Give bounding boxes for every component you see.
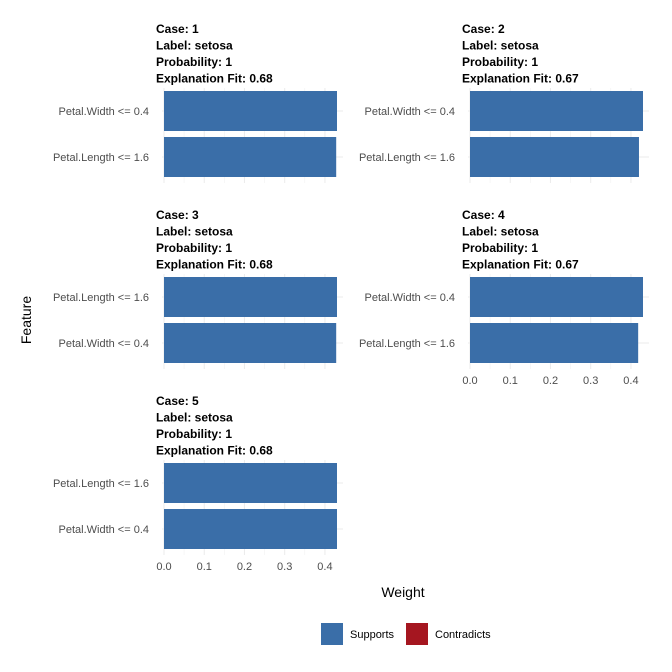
- facet-title-line: Case: 1: [156, 22, 199, 36]
- facet-title-line: Case: 2: [462, 22, 505, 36]
- x-tick-label: 0.0: [156, 561, 171, 573]
- bar: [164, 323, 337, 363]
- legend-swatch: [321, 623, 343, 645]
- x-tick-label: 0.3: [277, 561, 292, 573]
- facet-title-line: Explanation Fit: 0.67: [462, 72, 579, 86]
- facet-title-line: Label: setosa: [156, 411, 233, 425]
- bar: [164, 509, 337, 549]
- y-tick-label: Petal.Length <= 1.6: [53, 152, 149, 164]
- facet-title-line: Label: setosa: [462, 39, 539, 53]
- facet-title-line: Probability: 1: [156, 55, 232, 69]
- facet-title-line: Probability: 1: [156, 241, 232, 255]
- x-axis-title: Weight: [381, 584, 424, 600]
- facet-title-line: Explanation Fit: 0.68: [156, 258, 273, 272]
- y-axis-title: Feature: [18, 296, 34, 344]
- facet-panel: Case: 4 Label: setosa Probability: 1 Explan…: [359, 208, 649, 387]
- facet-panel: Case: 5 Label: setosa Probability: 1 Explan…: [53, 394, 343, 573]
- y-tick-label: Petal.Length <= 1.6: [359, 338, 455, 350]
- x-tick-label: 0.3: [583, 375, 598, 387]
- facet-panel: Case: 3 Label: setosa Probability: 1 Explan…: [53, 208, 343, 369]
- facet-title-line: Label: setosa: [156, 39, 233, 53]
- x-tick-label: 0.4: [623, 375, 638, 387]
- y-tick-label: Petal.Width <= 0.4: [365, 106, 456, 118]
- facet-panels: Case: 1 Label: setosa Probability: 1 Explan…: [53, 22, 649, 573]
- y-tick-label: Petal.Length <= 1.6: [359, 152, 455, 164]
- y-tick-label: Petal.Width <= 0.4: [59, 524, 150, 536]
- facet-title-line: Explanation Fit: 0.68: [156, 444, 273, 458]
- x-tick-label: 0.1: [503, 375, 518, 387]
- facet-title-line: Label: setosa: [156, 225, 233, 239]
- x-tick-label: 0.1: [197, 561, 212, 573]
- facet-title-line: Case: 5: [156, 394, 199, 408]
- facet-title-line: Label: setosa: [462, 225, 539, 239]
- x-tick-label: 0.2: [543, 375, 558, 387]
- facet-title-line: Explanation Fit: 0.67: [462, 258, 579, 272]
- legend: Supports Contradicts: [321, 623, 491, 645]
- bar: [164, 277, 337, 317]
- x-tick-label: 0.4: [317, 561, 332, 573]
- legend-label: Contradicts: [435, 629, 491, 641]
- facet-title-line: Probability: 1: [462, 55, 538, 69]
- bar: [164, 91, 337, 131]
- facet-panel: Case: 1 Label: setosa Probability: 1 Explan…: [53, 22, 343, 183]
- legend-swatch: [406, 623, 428, 645]
- y-tick-label: Petal.Width <= 0.4: [365, 292, 456, 304]
- bar: [470, 91, 643, 131]
- y-tick-label: Petal.Width <= 0.4: [59, 338, 150, 350]
- facet-title-line: Probability: 1: [462, 241, 538, 255]
- bar: [470, 323, 639, 363]
- facet-title-line: Case: 3: [156, 208, 199, 222]
- facet-title-line: Probability: 1: [156, 427, 232, 441]
- bar: [164, 137, 337, 177]
- y-tick-label: Petal.Width <= 0.4: [59, 106, 150, 118]
- x-tick-label: 0.0: [462, 375, 477, 387]
- facet-title-line: Explanation Fit: 0.68: [156, 72, 273, 86]
- facet-panel: Case: 2 Label: setosa Probability: 1 Explan…: [359, 22, 649, 183]
- bar: [164, 463, 337, 503]
- y-tick-label: Petal.Length <= 1.6: [53, 292, 149, 304]
- y-tick-label: Petal.Length <= 1.6: [53, 478, 149, 490]
- bar: [470, 277, 643, 317]
- legend-label: Supports: [350, 629, 395, 641]
- x-tick-label: 0.2: [237, 561, 252, 573]
- facet-title-line: Case: 4: [462, 208, 505, 222]
- bar: [470, 137, 639, 177]
